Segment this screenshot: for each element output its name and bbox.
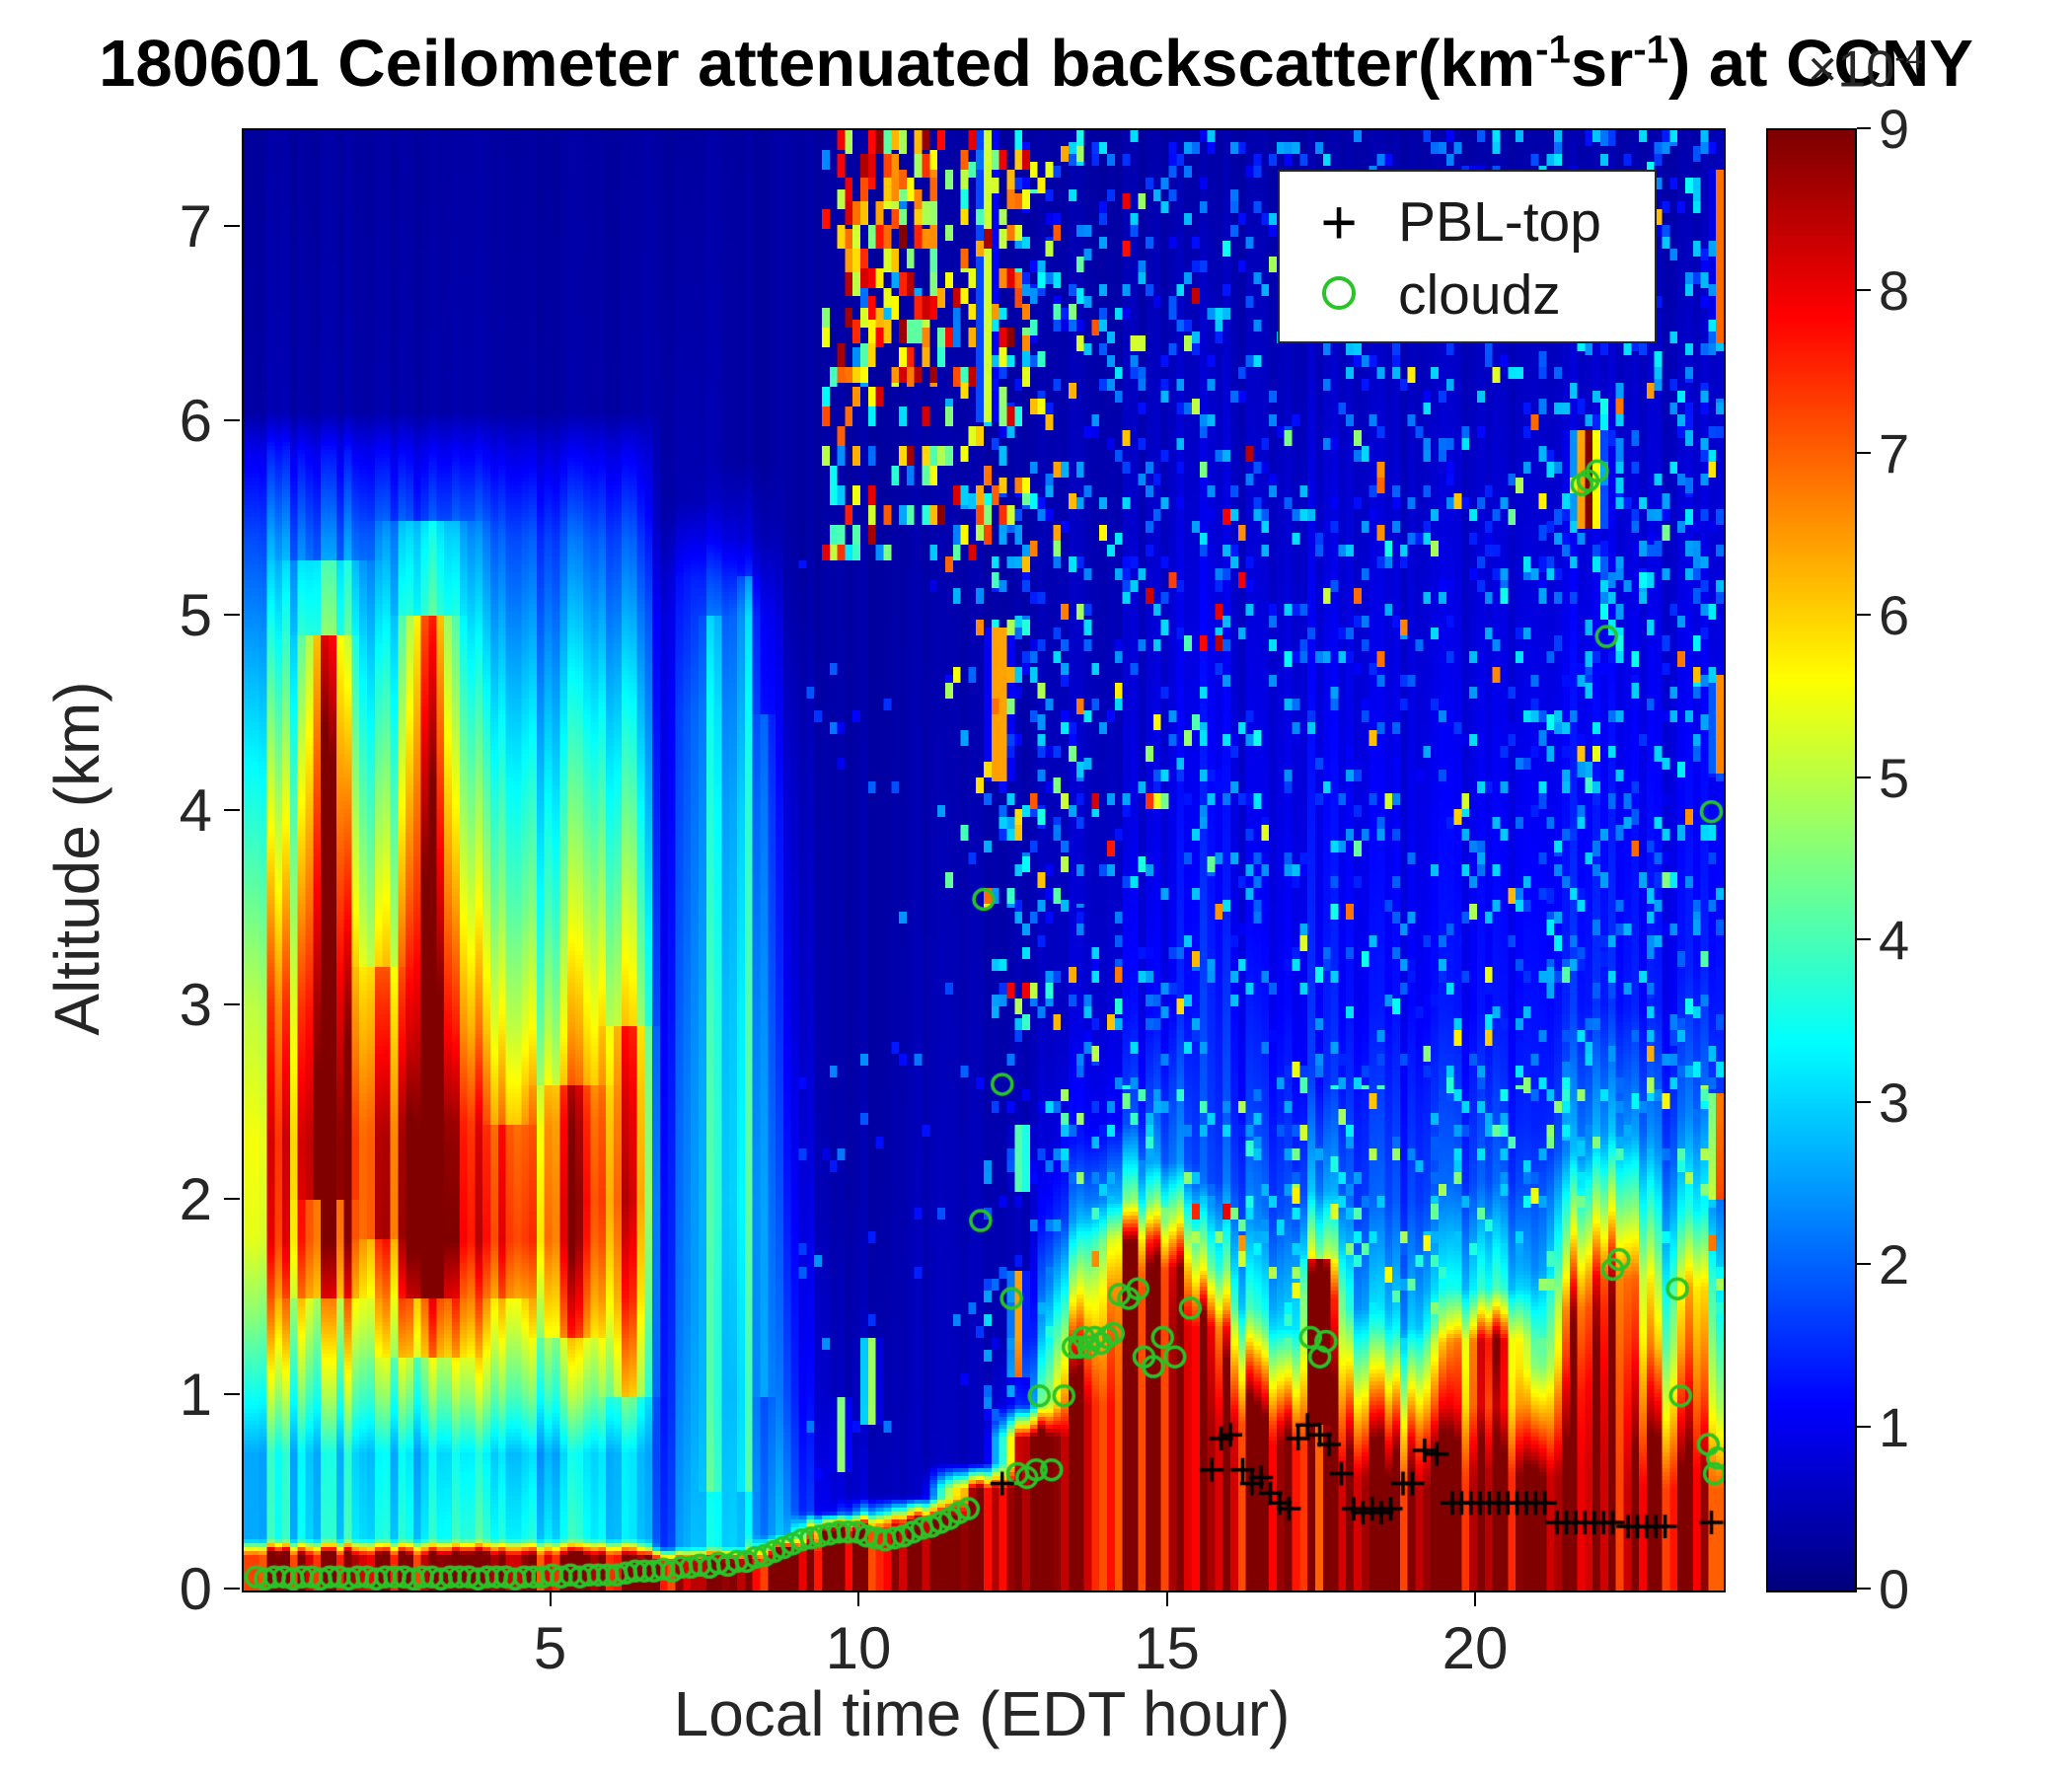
y-tick-label: 7: [179, 192, 212, 259]
legend: + PBL-top cloudz: [1278, 170, 1657, 343]
plus-marker-icon: +: [1320, 186, 1358, 258]
x-tick-label: 20: [1442, 1615, 1509, 1681]
colorbar-tick-mark: [1857, 1425, 1871, 1428]
colorbar-tick-mark: [1857, 614, 1871, 617]
x-tick-mark: [857, 1591, 859, 1606]
y-tick-label: 3: [179, 972, 212, 1038]
colorbar-exponent-sup: -4: [1894, 39, 1923, 75]
colorbar-tick-label: 1: [1879, 1395, 1910, 1458]
legend-item-cloudz: cloudz: [1280, 259, 1655, 332]
colorbar-tick-mark: [1857, 1263, 1871, 1266]
y-tick-mark: [224, 1003, 240, 1005]
chart-title: 180601 Ceilometer attenuated backscatter…: [0, 26, 2072, 102]
y-tick-mark: [224, 1588, 240, 1590]
colorbar-tick-mark: [1857, 127, 1871, 129]
legend-label-pbl-top: PBL-top: [1398, 190, 1601, 254]
x-axis-label: Local time (EDT hour): [673, 1678, 1291, 1749]
colorbar-tick-label: 7: [1879, 421, 1910, 484]
x-tick-mark: [549, 1591, 552, 1606]
chart-title-sup2: -1: [1633, 27, 1668, 72]
x-tick-label: 15: [1134, 1615, 1200, 1681]
colorbar-exponent: ×10-4: [1808, 39, 1923, 99]
colorbar-tick-mark: [1857, 938, 1871, 941]
plot-area: [242, 128, 1726, 1592]
y-tick-mark: [224, 1198, 240, 1201]
chart-title-sr: sr: [1570, 27, 1634, 101]
x-tick-mark: [1165, 1591, 1168, 1606]
circle-marker-icon: [1280, 275, 1398, 315]
colorbar-tick-mark: [1857, 1100, 1871, 1103]
y-tick-mark: [224, 614, 240, 617]
colorbar-tick-label: 2: [1879, 1233, 1910, 1296]
legend-item-pbl-top: + PBL-top: [1280, 185, 1655, 259]
colorbar-tick-label: 0: [1879, 1558, 1910, 1620]
colorbar-tick-label: 4: [1879, 909, 1910, 972]
y-tick-label: 6: [179, 388, 212, 454]
legend-label-cloudz: cloudz: [1398, 263, 1561, 327]
markers-canvas: [244, 130, 1724, 1591]
chart-title-text: 180601 Ceilometer attenuated backscatter…: [99, 27, 1536, 101]
y-tick-label: 4: [179, 777, 212, 844]
y-tick-label: 0: [179, 1556, 212, 1622]
x-tick-label: 10: [825, 1615, 892, 1681]
chart-title-sup1: -1: [1535, 27, 1571, 72]
y-tick-mark: [224, 1392, 240, 1395]
colorbar-tick-label: 3: [1879, 1071, 1910, 1134]
y-tick-mark: [224, 224, 240, 227]
y-tick-label: 2: [179, 1166, 212, 1233]
colorbar-tick-mark: [1857, 776, 1871, 778]
colorbar-tick-label: 5: [1879, 746, 1910, 809]
colorbar-tick-label: 9: [1879, 98, 1910, 160]
x-tick-label: 5: [533, 1615, 567, 1681]
x-tick-mark: [1474, 1591, 1476, 1606]
colorbar-tick-label: 6: [1879, 584, 1910, 647]
colorbar: [1766, 128, 1857, 1592]
y-tick-label: 1: [179, 1361, 212, 1428]
colorbar-tick-mark: [1857, 451, 1871, 454]
y-tick-mark: [224, 808, 240, 811]
colorbar-tick-label: 8: [1879, 259, 1910, 323]
chart-title-suffix: ) at CCNY: [1667, 27, 1973, 101]
y-tick-mark: [224, 419, 240, 421]
colorbar-exponent-base: ×10: [1808, 40, 1895, 99]
y-axis-label: Altitude (km): [41, 681, 112, 1036]
y-tick-label: 5: [179, 582, 212, 649]
colorbar-tick-mark: [1857, 1588, 1871, 1590]
colorbar-tick-mark: [1857, 289, 1871, 292]
colorbar-canvas: [1768, 130, 1855, 1591]
